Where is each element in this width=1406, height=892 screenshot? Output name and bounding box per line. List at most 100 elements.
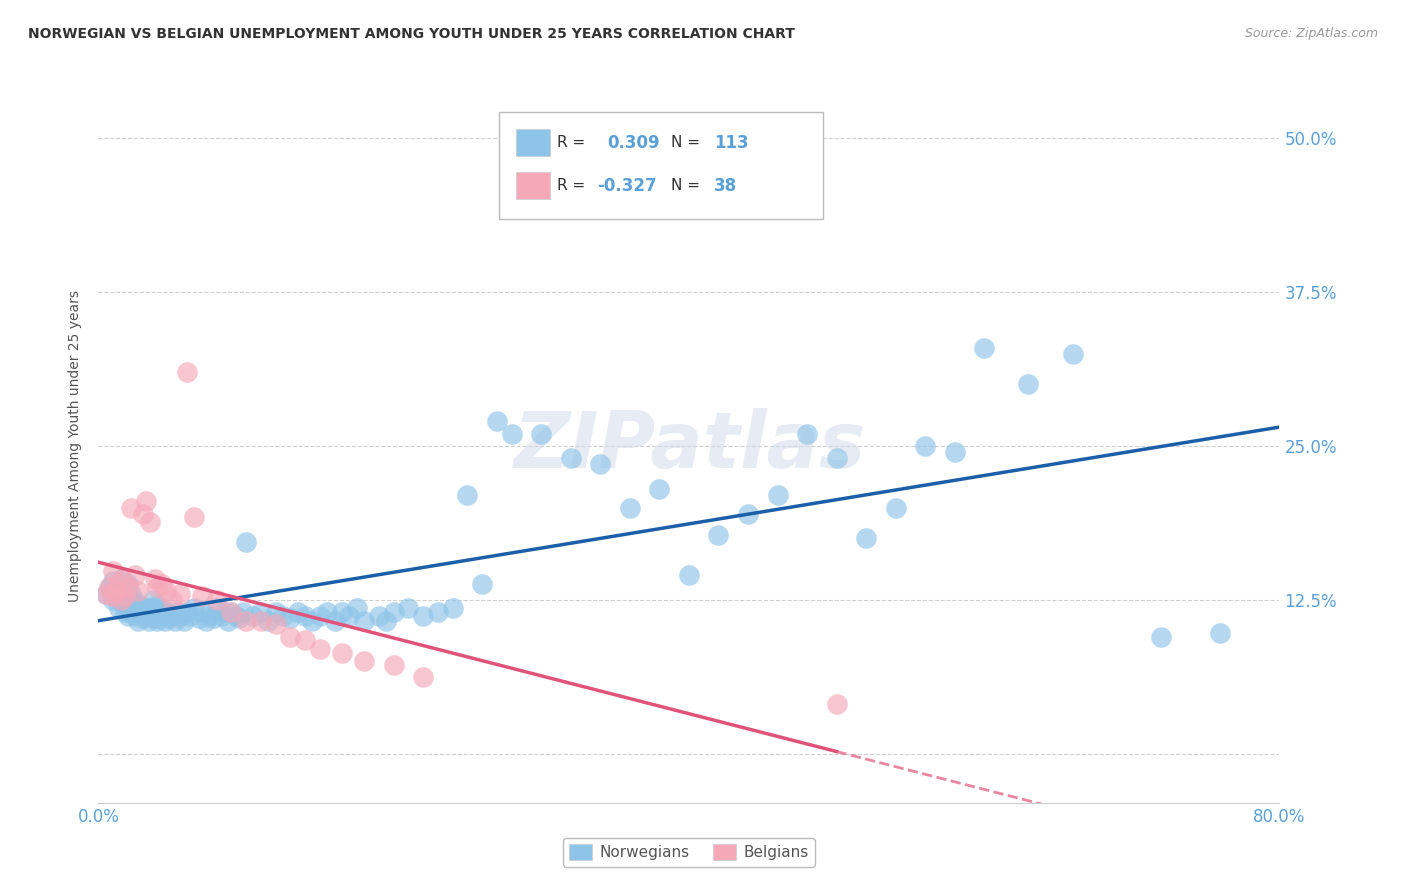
Point (117, 576, 139, 591)
Point (309, 608, 332, 623)
Point (294, 633, 316, 648)
Point (375, 614, 398, 628)
Point (264, 605, 287, 619)
Point (235, 535, 257, 549)
Point (120, 500, 142, 515)
Point (287, 605, 309, 619)
Text: R =: R = (557, 178, 585, 193)
Point (111, 572, 134, 586)
Point (108, 601, 131, 615)
Point (132, 507, 155, 521)
Point (412, 670, 434, 684)
Point (471, 576, 494, 591)
Point (183, 601, 205, 615)
Point (150, 601, 173, 615)
Point (221, 605, 243, 619)
Point (187, 611, 209, 625)
Point (150, 576, 173, 591)
Point (139, 608, 162, 623)
Point (124, 597, 146, 611)
Point (280, 611, 302, 625)
Point (127, 584, 149, 599)
Point (501, 426, 523, 441)
Point (134, 601, 156, 615)
Point (242, 608, 264, 623)
Point (412, 608, 434, 623)
Point (232, 605, 254, 619)
Point (183, 510, 205, 524)
Text: NORWEGIAN VS BELGIAN UNEMPLOYMENT AMONG YOUTH UNDER 25 YEARS CORRELATION CHART: NORWEGIAN VS BELGIAN UNEMPLOYMENT AMONG … (28, 27, 794, 41)
Point (973, 341, 995, 355)
Point (323, 614, 346, 628)
Text: N =: N = (671, 178, 700, 193)
Point (250, 614, 273, 628)
Point (120, 605, 142, 619)
Point (107, 584, 129, 599)
Point (855, 531, 877, 545)
Point (165, 614, 187, 628)
Point (117, 581, 139, 595)
Point (105, 584, 128, 599)
Y-axis label: Unemployment Among Youth under 25 years: Unemployment Among Youth under 25 years (69, 290, 83, 602)
Point (152, 605, 174, 619)
Point (346, 601, 368, 615)
Text: 38: 38 (714, 177, 737, 194)
Point (115, 589, 138, 603)
Point (339, 608, 361, 623)
Point (117, 599, 139, 613)
Point (198, 608, 221, 623)
Point (132, 611, 155, 625)
Point (135, 608, 157, 623)
Point (156, 605, 179, 619)
Point (111, 572, 134, 586)
Point (176, 365, 198, 379)
Point (205, 601, 228, 615)
Point (221, 605, 243, 619)
Point (209, 608, 232, 623)
Point (155, 584, 177, 599)
Point (225, 608, 247, 623)
Point (117, 608, 139, 623)
Point (139, 516, 162, 530)
Point (191, 589, 214, 603)
Point (124, 568, 146, 582)
Point (127, 614, 149, 628)
Point (280, 630, 302, 644)
Point (382, 658, 405, 673)
Point (217, 614, 239, 628)
Point (191, 605, 214, 619)
Point (162, 592, 183, 607)
Point (136, 605, 159, 619)
Point (457, 488, 479, 502)
Point (353, 654, 375, 668)
Point (103, 574, 125, 589)
Point (914, 439, 936, 453)
Point (128, 605, 150, 619)
Point (486, 414, 509, 428)
Point (98, 581, 121, 595)
Point (149, 608, 172, 623)
Point (530, 426, 553, 441)
Point (560, 451, 582, 466)
Point (330, 605, 353, 619)
Point (648, 482, 671, 496)
Point (257, 614, 280, 628)
Point (264, 617, 287, 632)
Point (353, 614, 375, 628)
Point (107, 576, 129, 591)
Point (103, 565, 125, 579)
Point (1150, 630, 1173, 644)
Point (153, 614, 176, 628)
Point (110, 581, 132, 595)
Point (124, 608, 146, 623)
Point (173, 614, 195, 628)
Point (427, 605, 450, 619)
Point (179, 608, 201, 623)
Point (170, 608, 193, 623)
Point (825, 698, 848, 712)
Point (105, 589, 128, 603)
Point (1018, 377, 1040, 392)
Point (111, 597, 134, 611)
Point (141, 601, 163, 615)
Point (169, 587, 191, 601)
